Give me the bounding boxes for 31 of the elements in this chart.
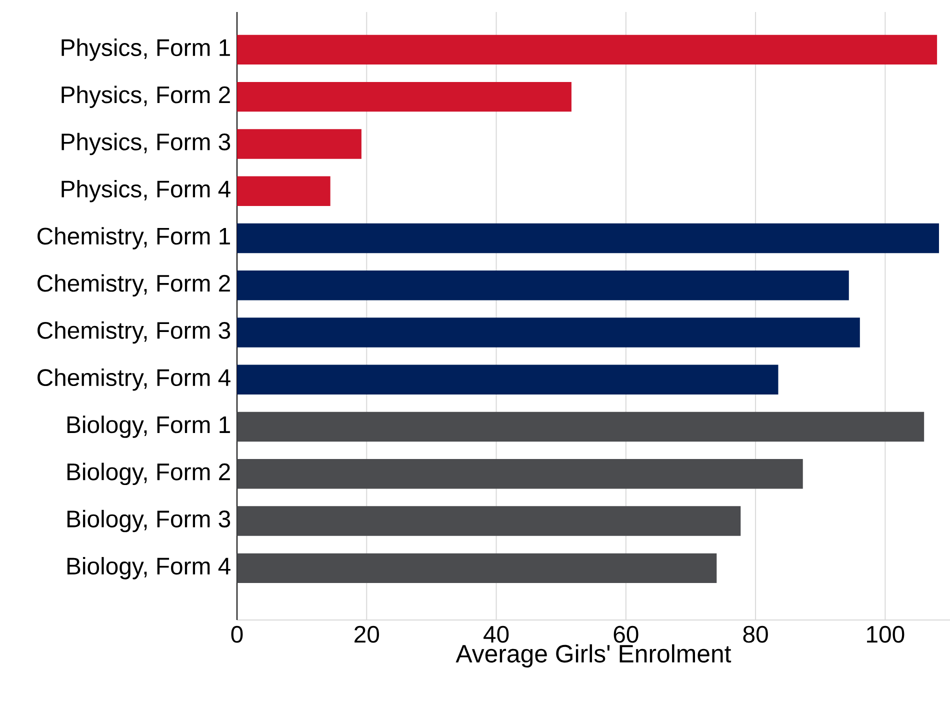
x-tick-label: 80	[743, 626, 768, 643]
y-tick-label: Physics, Form 1	[62, 38, 230, 61]
x-tick-label: 100	[867, 626, 904, 643]
y-tick-label: Biology, Form 4	[67, 557, 230, 580]
y-tick-label: Chemistry, Form 3	[38, 321, 230, 344]
bar	[237, 176, 330, 206]
bar	[237, 318, 860, 348]
bar	[237, 412, 924, 442]
bar	[237, 82, 572, 112]
bar	[237, 364, 778, 394]
y-tick-label: Biology, Form 1	[67, 416, 230, 438]
y-tick-label: Biology, Form 2	[67, 462, 230, 486]
bar	[237, 459, 803, 489]
bar	[237, 34, 938, 65]
x-tick-label: 60	[614, 626, 638, 643]
bar	[237, 129, 362, 159]
y-tick-label: Chemistry, Form 4	[38, 368, 230, 391]
y-tick-label: Physics, Form 2	[62, 86, 230, 108]
bar	[237, 553, 717, 584]
x-tick-label: 40	[484, 626, 509, 643]
bar	[237, 270, 849, 300]
y-tick-label: Physics, Form 4	[62, 180, 230, 202]
y-tick-label: Physics, Form 3	[62, 132, 230, 156]
x-axis-title: Average Girls' Enrolment	[456, 644, 732, 668]
y-tick-label: Chemistry, Form 1	[38, 227, 230, 250]
x-tick-label: 20	[354, 626, 379, 643]
bar	[237, 506, 741, 536]
x-tick-label: 0	[231, 626, 243, 643]
y-tick-label: Biology, Form 3	[67, 510, 230, 532]
y-tick-label: Chemistry, Form 2	[38, 274, 230, 297]
bar	[237, 223, 939, 254]
